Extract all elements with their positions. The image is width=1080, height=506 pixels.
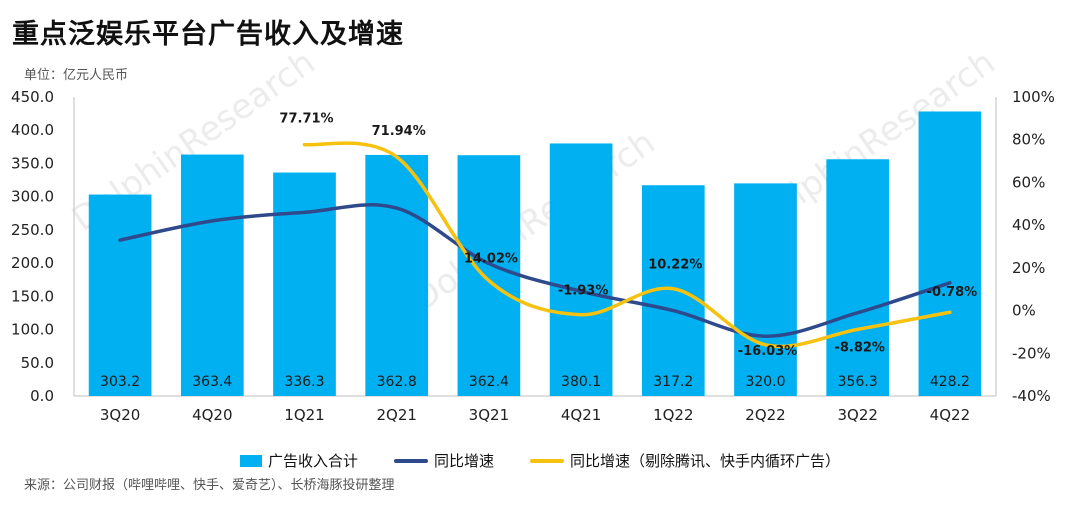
y-right-tick-label: 80% [1012, 131, 1045, 149]
legend: 广告收入合计 同比增速 同比增速（剔除腾讯、快手内循环广告） [0, 450, 1080, 471]
unit-label: 单位：亿元人民币 [24, 68, 129, 83]
bar-2Q22 [734, 183, 797, 396]
chart-title: 重点泛娱乐平台广告收入及增速 [12, 19, 404, 50]
x-tick-label: 4Q20 [192, 406, 232, 424]
legend-label-line-ex: 同比增速（剔除腾讯、快手内循环广告） [570, 452, 841, 470]
bar-value-label: 380.1 [561, 374, 601, 390]
y-left-tick-label: 200.0 [11, 254, 54, 272]
legend-item-bar: 广告收入合计 [239, 450, 358, 471]
bar-value-label: 320.0 [745, 374, 785, 390]
bar-2Q21 [365, 154, 429, 396]
bar-value-label: 428.2 [930, 374, 970, 390]
x-tick-label: 3Q21 [469, 406, 509, 424]
bar-value-label: 362.8 [377, 374, 417, 390]
bar-4Q20 [180, 154, 244, 396]
x-tick-label: 1Q22 [653, 406, 693, 424]
bar-3Q22 [826, 159, 890, 396]
bar-4Q22 [918, 111, 982, 396]
bar-value-label: 317.2 [653, 374, 693, 390]
bar-value-label: 356.3 [838, 374, 878, 390]
legend-item-line-ex: 同比增速（剔除腾讯、快手内循环广告） [530, 450, 840, 471]
line-ex-value-label: 10.22% [648, 258, 702, 273]
x-tick-label: 2Q22 [745, 406, 785, 424]
line-ex-value-label: -16.03% [738, 344, 798, 359]
y-right-tick-label: 40% [1012, 216, 1045, 234]
y-right-tick-label: -40% [1012, 387, 1051, 405]
x-tick-label: 3Q22 [837, 406, 877, 424]
y-left-tick-label: 0.0 [30, 387, 54, 405]
legend-label-line-total: 同比增速 [433, 452, 494, 470]
x-tick-label: 3Q20 [100, 406, 140, 424]
y-right-tick-label: 20% [1012, 259, 1045, 277]
y-right-tick-label: -20% [1012, 344, 1051, 362]
legend-item-line-total: 同比增速 [393, 450, 494, 471]
line-ex-value-label: -8.82% [834, 340, 885, 355]
bar-value-label: 362.4 [469, 374, 509, 390]
line-ex-value-label: 14.02% [464, 252, 518, 267]
y-left-tick-label: 400.0 [11, 121, 54, 139]
y-left-tick-label: 300.0 [11, 188, 54, 206]
bar-value-label: 303.2 [100, 374, 140, 390]
y-left-tick-label: 50.0 [21, 354, 54, 372]
y-left-tick-label: 450.0 [11, 88, 54, 106]
line-ex-value-label: -0.78% [927, 285, 978, 300]
y-left-tick-label: 150.0 [11, 287, 54, 305]
y-right-tick-label: 100% [1012, 88, 1055, 106]
x-tick-label: 4Q22 [930, 406, 970, 424]
bar-3Q21 [457, 155, 521, 396]
x-tick-label: 2Q21 [376, 406, 416, 424]
line-ex-value-label: 77.71% [279, 112, 333, 127]
bar-value-label: 336.3 [284, 374, 324, 390]
bar-1Q21 [273, 172, 336, 396]
y-right-tick-label: 60% [1012, 173, 1045, 191]
line-ex-value-label: -1.93% [558, 284, 609, 299]
x-tick-label: 4Q21 [561, 406, 601, 424]
bar-value-label: 363.4 [192, 374, 232, 390]
y-right-tick-label: 0% [1012, 302, 1036, 320]
y-left-tick-label: 100.0 [11, 321, 54, 339]
legend-swatch-bar [239, 454, 262, 467]
y-left-tick-label: 250.0 [11, 221, 54, 239]
source-note: 来源：公司财报（哔哩哔哩、快手、爱奇艺）、长桥海豚投研整理 [24, 478, 395, 493]
line-yoy-ex [302, 141, 952, 349]
legend-swatch-line-total [393, 458, 428, 463]
legend-label-bar: 广告收入合计 [267, 452, 358, 470]
y-left-tick-label: 350.0 [11, 154, 54, 172]
bar-3Q20 [88, 194, 152, 396]
x-tick-label: 1Q21 [284, 406, 324, 424]
line-ex-value-label: 71.94% [372, 124, 426, 139]
line-yoy-total [118, 203, 952, 338]
bar-4Q21 [549, 143, 613, 396]
legend-swatch-line-ex [530, 458, 564, 463]
